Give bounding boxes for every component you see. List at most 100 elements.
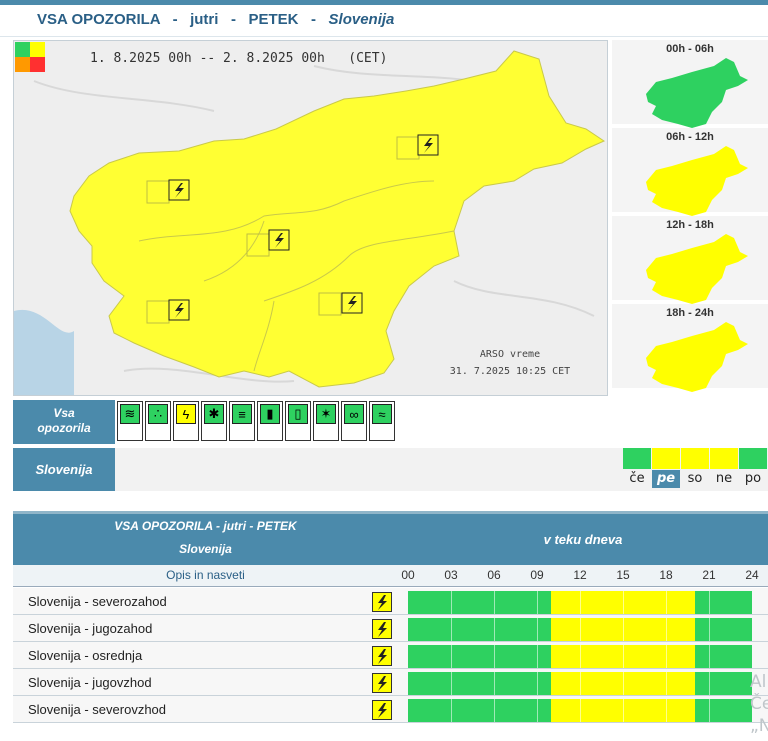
rain-filter-button[interactable]: ∴ xyxy=(145,401,171,441)
day-2[interactable]: so xyxy=(681,448,709,491)
timeline-segment-green xyxy=(408,591,552,614)
map-source: ARSO vreme 31. 7.2025 10:25 CET xyxy=(449,349,571,377)
title-region: Slovenija xyxy=(328,11,395,28)
timeline-gridline xyxy=(666,672,667,695)
hour-tick-label: 24 xyxy=(745,568,759,582)
flood-icon: ≈ xyxy=(372,404,392,424)
day-label: ne xyxy=(715,471,733,486)
slovenia-map-svg xyxy=(14,41,607,395)
period-mini-map xyxy=(646,234,748,304)
period-label: 12h - 18h xyxy=(666,219,714,231)
period-panel-0[interactable]: 00h - 06h xyxy=(612,40,768,128)
cold-icon: ▯ xyxy=(288,404,308,424)
timeline-gridline xyxy=(537,591,538,614)
warning-map[interactable] xyxy=(13,40,608,396)
timeline-segment-green xyxy=(694,645,752,668)
level-legend-icon xyxy=(15,42,45,72)
row-region-label: Slovenija - osrednja xyxy=(28,648,143,663)
timeline-gridline xyxy=(537,699,538,722)
timeline-gridline xyxy=(666,699,667,722)
title-day-link[interactable]: jutri xyxy=(190,11,219,28)
heat-filter-button[interactable]: ▮ xyxy=(257,401,283,441)
timeline-gridline xyxy=(451,672,452,695)
map-warning-jugovzhod[interactable] xyxy=(341,292,363,314)
flood-filter-button[interactable]: ≈ xyxy=(369,401,395,441)
cold-filter-button[interactable]: ▯ xyxy=(285,401,311,441)
timeline-gridline xyxy=(537,618,538,641)
fog-filter-button[interactable]: ≡ xyxy=(229,401,255,441)
map-warning-severozahod[interactable] xyxy=(168,179,190,201)
wind-filter-button[interactable]: ≋ xyxy=(117,401,143,441)
day-4[interactable]: po xyxy=(739,448,767,491)
region-button[interactable]: Slovenija xyxy=(13,448,115,491)
day-label: po xyxy=(744,471,762,486)
snow-filter-button[interactable]: ✱ xyxy=(201,401,227,441)
top-accent-bar xyxy=(0,0,768,5)
timeline-gridline xyxy=(494,591,495,614)
hour-tick-label: 18 xyxy=(659,568,673,582)
timeline-gridline xyxy=(709,645,710,668)
clipped-side-text: „N xyxy=(750,716,768,736)
heat-icon: ▮ xyxy=(260,404,280,424)
timeline-segment-yellow xyxy=(551,618,695,641)
timeline-segment-green xyxy=(408,699,552,722)
map-warning-jugozahod[interactable] xyxy=(168,299,190,321)
day-1[interactable]: pe xyxy=(652,448,680,491)
row-region-label: Slovenija - jugozahod xyxy=(28,621,153,636)
description-column-header[interactable]: Opis in nasveti xyxy=(166,568,245,582)
timeline-gridline xyxy=(709,591,710,614)
timeline-segment-yellow xyxy=(551,699,695,722)
period-mini-map xyxy=(646,58,748,128)
table-row[interactable]: Slovenija - jugozahod xyxy=(13,615,768,642)
lightning-filter-button[interactable]: ϟ xyxy=(173,401,199,441)
period-panel-3[interactable]: 18h - 24h xyxy=(612,304,768,392)
timeline-gridline xyxy=(537,672,538,695)
day-0[interactable]: če xyxy=(623,448,651,491)
timeline-segment-green xyxy=(408,645,552,668)
lightning-icon[interactable] xyxy=(372,592,392,612)
timeline-segment-green xyxy=(408,672,552,695)
lightning-icon[interactable] xyxy=(372,646,392,666)
lightning-icon[interactable] xyxy=(372,673,392,693)
timeline-header: v teku dneva xyxy=(543,532,623,547)
hour-tick-label: 00 xyxy=(401,568,415,582)
table-header: VSA OPOZORILA - jutri - PETEK Slovenija … xyxy=(13,511,768,565)
timeline-gridline xyxy=(494,618,495,641)
timeline-gridline xyxy=(623,618,624,641)
timeline-gridline xyxy=(623,699,624,722)
table-row[interactable]: Slovenija - osrednja xyxy=(13,642,768,669)
period-mini-map xyxy=(646,146,748,216)
map-warning-osrednja[interactable] xyxy=(268,229,290,251)
lightning-icon[interactable] xyxy=(372,700,392,720)
hour-tick-label: 09 xyxy=(530,568,544,582)
table-title: VSA OPOZORILA - jutri - PETEK xyxy=(114,519,297,533)
wind-icon: ≋ xyxy=(120,404,140,424)
timeline-gridline xyxy=(451,591,452,614)
lightning-icon[interactable] xyxy=(372,619,392,639)
timeline-gridline xyxy=(666,645,667,668)
day-level-bar xyxy=(681,448,709,469)
hour-tick-label: 03 xyxy=(444,568,458,582)
map-warning-severovzhod[interactable] xyxy=(417,134,439,156)
timeline-gridline xyxy=(451,645,452,668)
timeline-gridline xyxy=(623,672,624,695)
day-label: so xyxy=(687,471,703,486)
table-row[interactable]: Slovenija - jugovzhod xyxy=(13,669,768,696)
timeline-segment-green xyxy=(694,672,752,695)
period-panel-1[interactable]: 06h - 12h xyxy=(612,128,768,216)
timeline-gridline xyxy=(709,618,710,641)
table-row[interactable]: Slovenija - severozahod xyxy=(13,588,768,615)
table-row[interactable]: Slovenija - severovzhod xyxy=(13,696,768,723)
period-panel-2[interactable]: 12h - 18h xyxy=(612,216,768,304)
map-date-range: 1. 8.2025 00h -- 2. 8.2025 00h (CET) xyxy=(90,51,388,66)
timeline-gridline xyxy=(451,699,452,722)
hour-tick-label: 12 xyxy=(573,568,587,582)
day-3[interactable]: ne xyxy=(710,448,738,491)
coastal-wave-filter-button[interactable]: ∞ xyxy=(341,401,367,441)
period-label: 00h - 06h xyxy=(666,43,714,55)
timeline-gridline xyxy=(623,591,624,614)
forest-fire-filter-button[interactable]: ✶ xyxy=(313,401,339,441)
all-warnings-button[interactable]: Vsa opozorila xyxy=(13,400,115,444)
day-level-bar xyxy=(710,448,738,469)
hour-tick-label: 15 xyxy=(616,568,630,582)
